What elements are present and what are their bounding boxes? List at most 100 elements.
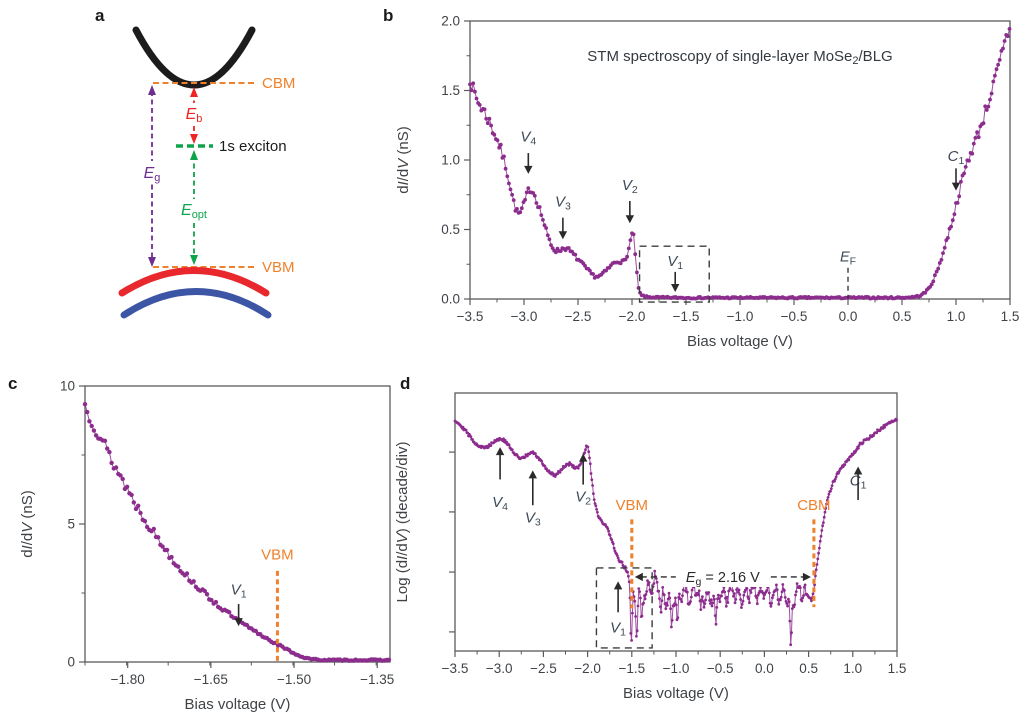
svg-text:EF: EF [840, 250, 856, 268]
annotation-vline-CBM: CBM [797, 497, 831, 608]
valence-band-upper-curve [118, 267, 270, 297]
arrowhead-up [613, 581, 623, 590]
x-tick-label: −1.35 [360, 672, 394, 687]
arrowhead-down [558, 231, 568, 240]
annotation-V4: V4 [520, 128, 536, 174]
x-tick-label: −1.80 [111, 672, 145, 687]
panel-a-band-diagram: CBM Eg Eb 1s exciton Eopt VBM [118, 26, 295, 319]
x-tick-label: −1.5 [618, 661, 645, 676]
arrowhead-right [802, 572, 811, 582]
eg-label: Eg [144, 165, 161, 184]
x-axis: −1.80 −1.65 −1.50 −1.35 [84, 662, 394, 687]
x-tick-label: −2.5 [565, 309, 592, 324]
x-axis: −3.5 −3.0 −2.5 −2.0 −1.5 −1.0 −0.5 0.0 0.5 1.0 1.5 [457, 299, 1020, 324]
x-tick-label: −2.5 [530, 661, 557, 676]
svg-text:V2: V2 [575, 489, 591, 508]
valence-band-lower-curve [120, 288, 272, 319]
eg-label-bg [139, 161, 165, 183]
arrowhead-down [234, 618, 243, 627]
y-tick-label: 10 [60, 379, 75, 394]
x-axis-title: Bias voltage (V) [687, 333, 793, 350]
x-tick-label: −1.0 [727, 309, 754, 324]
annotation-V2: V2 [575, 453, 591, 508]
x-tick-label: 1.5 [1001, 309, 1020, 324]
x-tick-label: −0.5 [707, 661, 734, 676]
svg-text:V2: V2 [622, 177, 638, 196]
bandgap-label-bg [675, 566, 770, 587]
arrowhead-down [951, 182, 961, 191]
x-tick-label: −1.5 [673, 309, 700, 324]
y-tick-label: 2.0 [441, 14, 460, 29]
y-axis-title: Log (dI/dV) (decade/div) [394, 442, 411, 603]
annotation-vline-VBM: VBM [616, 497, 649, 609]
svg-text:V3: V3 [555, 194, 571, 213]
svg-text:V4: V4 [492, 494, 508, 513]
svg-text:VBM: VBM [261, 546, 294, 563]
x-tick-label: 0.5 [799, 661, 818, 676]
eb-arrowhead-up [190, 87, 198, 97]
annotation-V4: V4 [492, 447, 508, 513]
cbm-label: CBM [262, 75, 295, 92]
x-tick-label: 0.5 [893, 309, 912, 324]
annotation-V1: V1 [667, 253, 683, 293]
x-axis: −3.5 −3.0 −2.5 −2.0 −1.5 −1.0 −0.5 0.0 0.5 1.0 1.5 [442, 651, 906, 676]
panel-d-label: d [400, 374, 411, 393]
annotation-vline-VBM: VBM [261, 546, 294, 662]
svg-text:C1: C1 [850, 473, 867, 492]
y-tick-label: 5 [67, 517, 75, 532]
eopt-arrowhead-up [190, 150, 198, 160]
x-tick-label: 1.0 [947, 309, 966, 324]
x-tick-label: −1.50 [277, 672, 311, 687]
eb-arrowhead-down [190, 134, 198, 144]
eg-arrowhead-down [148, 257, 156, 267]
x-tick-label: −1.0 [663, 661, 690, 676]
y-tick-label: 0 [67, 655, 75, 670]
annotation-bandgap-arrow: Eg = 2.16 V [634, 566, 811, 588]
annotation-V1: V1 [610, 581, 626, 638]
arrowhead-up [853, 466, 863, 475]
annotation-C1: C1 [850, 466, 867, 501]
y-axis-title: dI/dV (nS) [395, 126, 412, 194]
eopt-label: Eopt [181, 202, 207, 221]
panel-a-label: a [95, 6, 105, 25]
x-tick-label: −0.5 [781, 309, 808, 324]
arrowhead-down [625, 215, 635, 224]
dashed-highlight-box [595, 567, 653, 649]
x-tick-label: −3.0 [511, 309, 538, 324]
svg-text:CBM: CBM [797, 497, 830, 514]
y-tick-label: 0.5 [441, 222, 460, 237]
y-axis: 0 5 10 [60, 379, 85, 670]
dashed-highlight-box [638, 245, 710, 303]
annotation-V3: V3 [525, 470, 541, 528]
x-tick-label: −2.0 [619, 309, 646, 324]
panel-c-label: c [8, 374, 18, 393]
svg-text:VBM: VBM [616, 497, 649, 514]
x-tick-label: 0.0 [755, 661, 774, 676]
panel-c-group: −1.80 −1.65 −1.50 −1.35 0 5 10 Bias voltage (V)… [19, 379, 394, 714]
svg-text:V1: V1 [667, 253, 683, 272]
annotation-V3: V3 [555, 194, 571, 240]
annotation-V2: V2 [622, 177, 638, 224]
x-axis-title: Bias voltage (V) [185, 696, 291, 713]
x-tick-label: −2.0 [574, 661, 601, 676]
panel-b-title: STM spectroscopy of single-layer MoSe2/B… [587, 48, 893, 67]
eopt-arrowhead-down [190, 255, 198, 265]
y-tick-label: 1.0 [441, 153, 460, 168]
svg-text:V1: V1 [231, 582, 247, 601]
y-axis-title: dI/dV (nS) [19, 490, 36, 558]
x-tick-label: −1.65 [194, 672, 228, 687]
arrowhead-up [528, 470, 537, 479]
eb-label-bg [182, 103, 207, 124]
arrowhead-up [578, 453, 588, 462]
spectrum-data-points [82, 402, 392, 663]
bandgap-value-label: Eg = 2.16 V [686, 570, 760, 588]
x-tick-label: −3.5 [457, 309, 484, 324]
panel-b-group: −3.5 −3.0 −2.5 −2.0 −1.5 −1.0 −0.5 0.0 0.5 1.0 1.5… [395, 14, 1019, 351]
svg-text:V3: V3 [525, 509, 541, 528]
exciton-label: 1s exciton [219, 138, 287, 155]
vbm-label: VBM [262, 259, 295, 276]
annotation-V1: V1 [231, 582, 247, 627]
